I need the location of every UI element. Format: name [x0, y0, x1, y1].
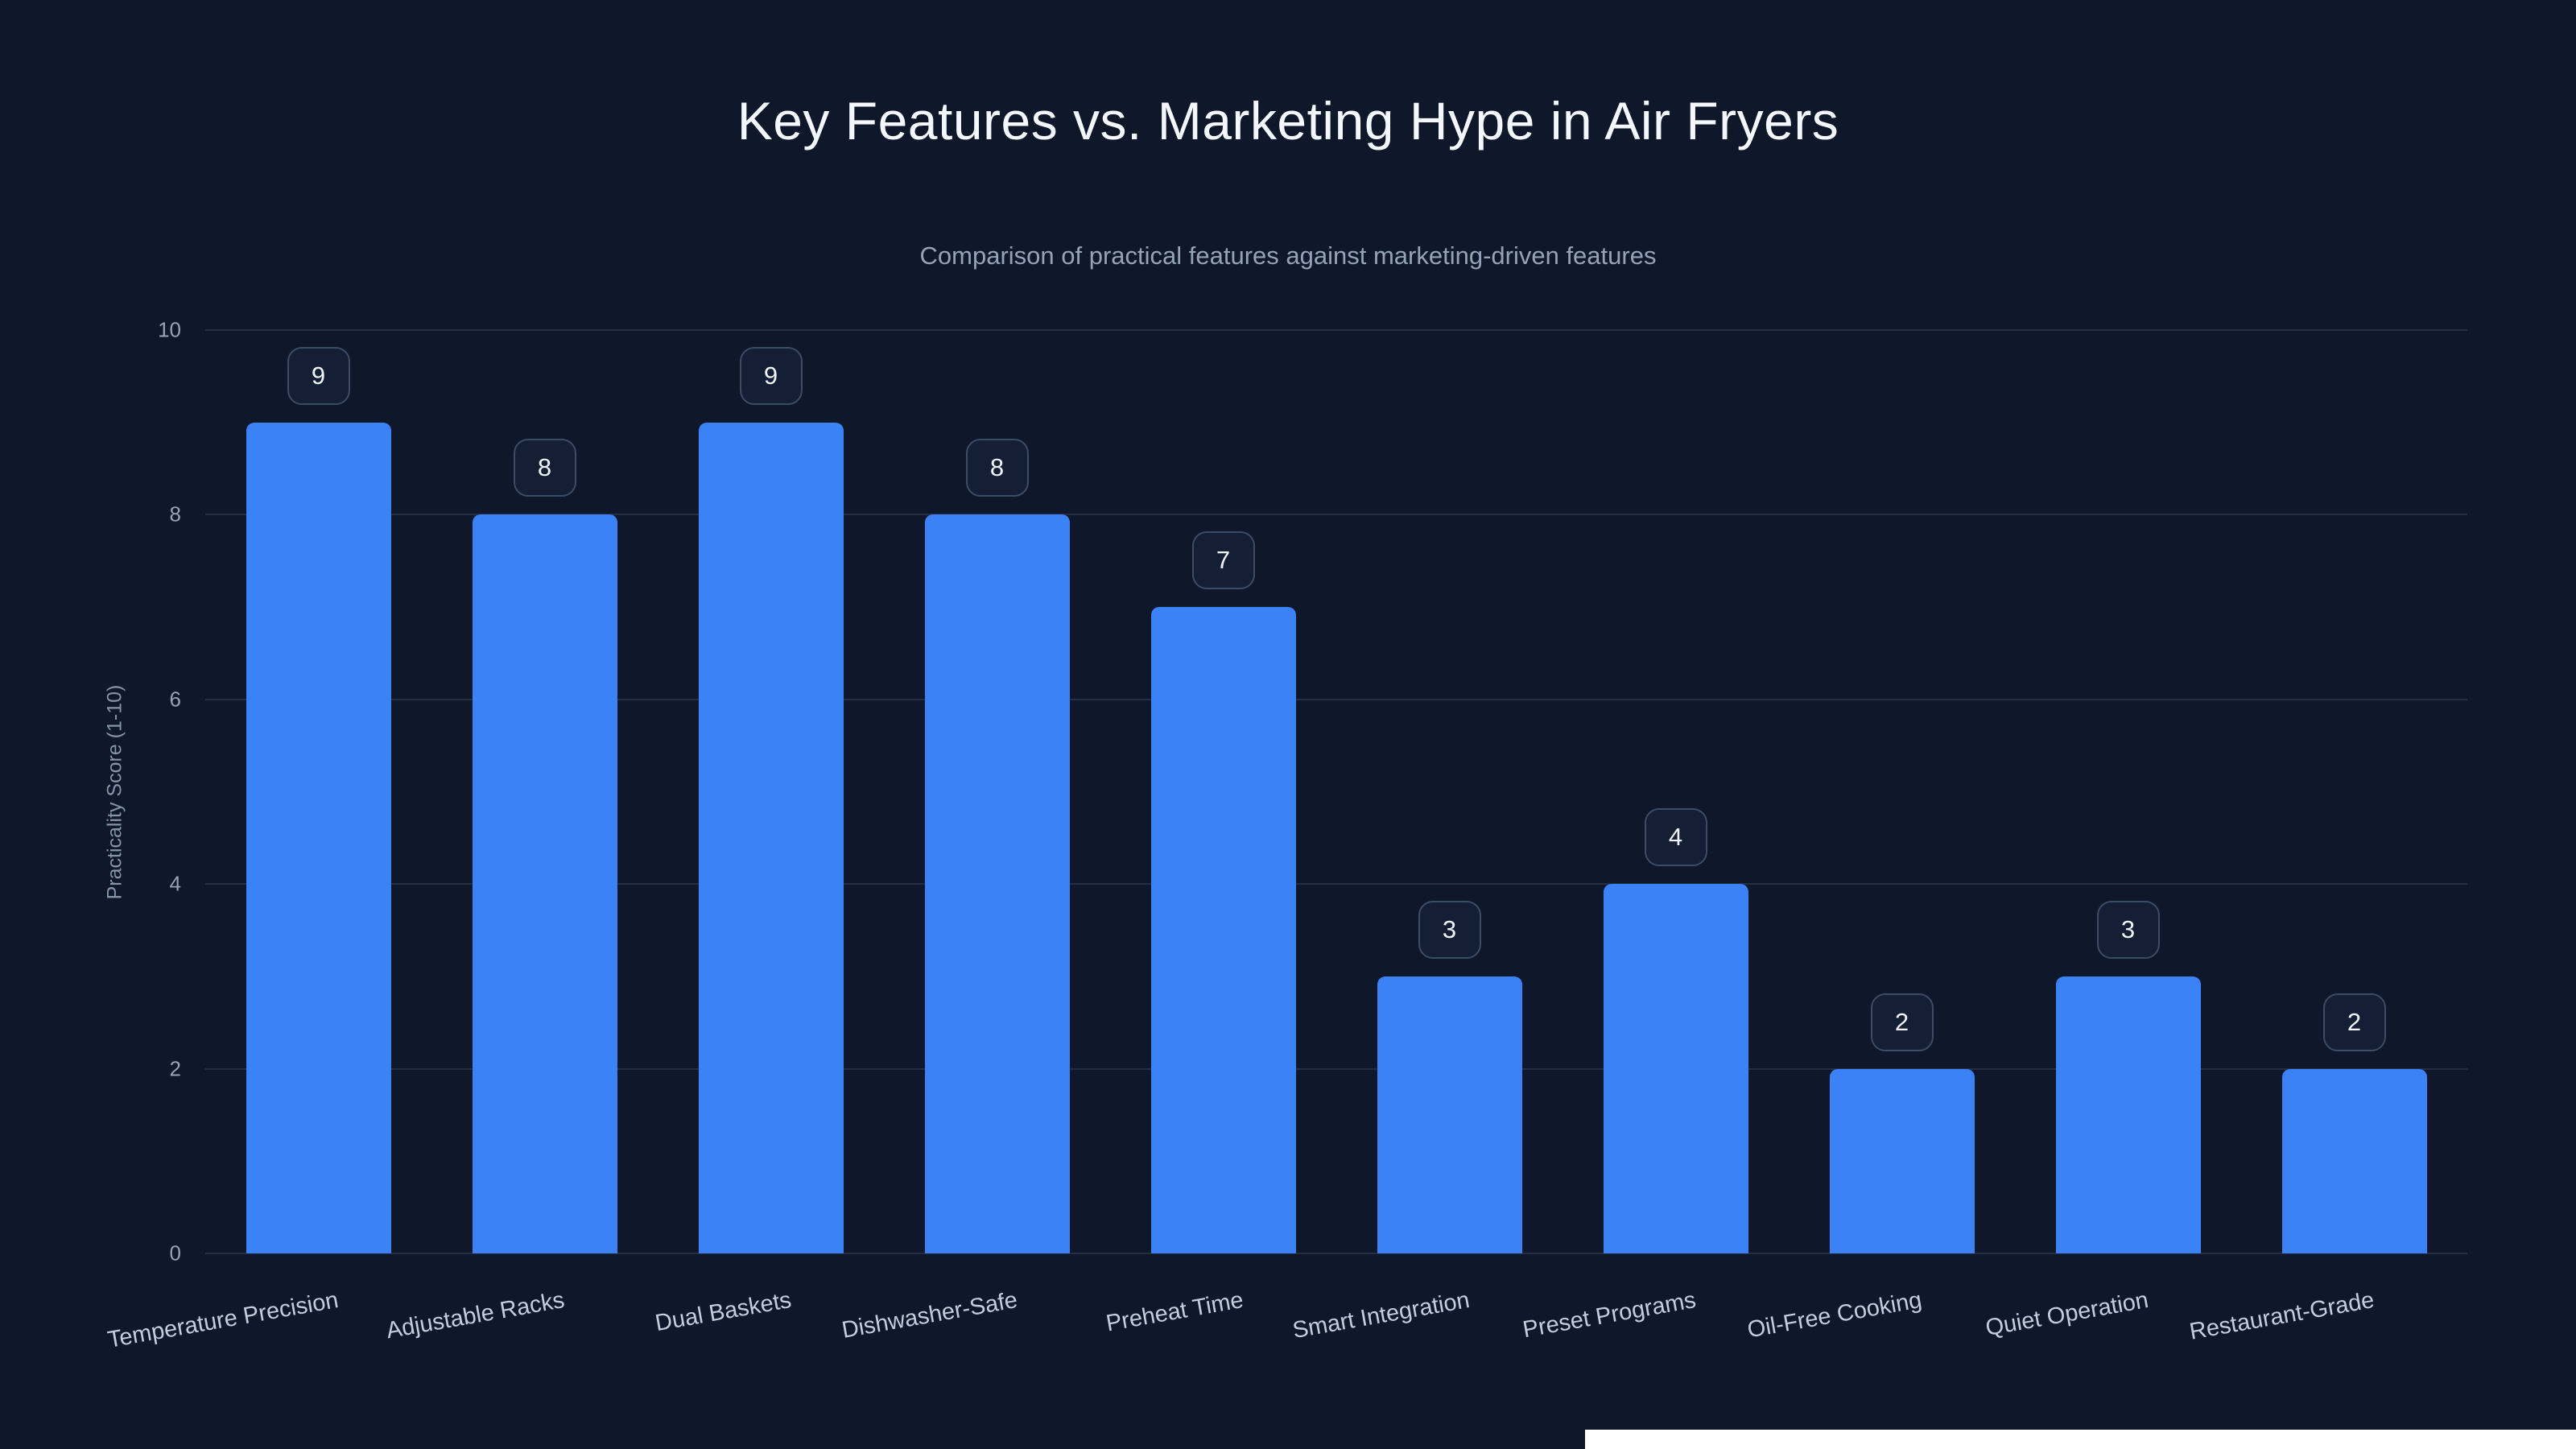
x-label-slot: Dishwasher-Safe	[840, 1253, 1110, 1398]
bars-row: 9 8 9 8 7 3 4 2 3 2	[205, 330, 2467, 1253]
plot-area: Practicality Score (1-10) 0 2 4 6 8 10 9 8 9 8 7 3 4…	[104, 318, 2467, 1265]
value-badge: 8	[513, 439, 576, 497]
y-tick-label: 10	[158, 317, 181, 342]
value-badge: 3	[1418, 900, 1481, 959]
bar: 2	[2281, 993, 2427, 1253]
bar-slot: 2	[2241, 330, 2467, 1253]
value-badge: 9	[739, 346, 803, 405]
bar: 4	[1603, 808, 1748, 1253]
value-badge: 9	[287, 346, 350, 405]
bar-slot: 8	[884, 330, 1110, 1253]
x-label-slot: Restaurant-Grade	[2188, 1253, 2467, 1398]
value-badge: 2	[2322, 993, 2386, 1051]
value-badge: 4	[1644, 808, 1707, 867]
bar-slot: 9	[658, 330, 884, 1253]
gridline	[205, 883, 2467, 886]
gridline	[205, 329, 2467, 331]
bar-slot: 9	[205, 330, 431, 1253]
bar: 8	[924, 439, 1070, 1253]
bar-slot: 2	[1789, 330, 2015, 1253]
bottom-white-strip	[1585, 1430, 2576, 1449]
bar: 3	[1377, 900, 1522, 1253]
y-axis-title: Practicality Score (1-10)	[103, 684, 126, 899]
value-badge: 3	[2096, 900, 2160, 959]
bar: 9	[246, 346, 391, 1253]
bar: 8	[472, 439, 617, 1253]
bar-slot: 4	[1563, 330, 1789, 1253]
x-axis-label: Dual Baskets	[653, 1287, 794, 1337]
bar-slot: 8	[431, 330, 658, 1253]
x-label-slot: Adjustable Racks	[385, 1253, 658, 1398]
bar: 7	[1150, 531, 1296, 1253]
bar: 3	[2055, 900, 2201, 1253]
bar-slot: 3	[1336, 330, 1563, 1253]
x-axis-labels: Temperature Precision Adjustable Racks Dua…	[106, 1253, 2467, 1398]
value-badge: 7	[1191, 531, 1255, 590]
bar: 2	[1829, 993, 1975, 1253]
x-axis-label: Preheat Time	[1104, 1287, 1246, 1337]
y-tick-label: 8	[169, 502, 181, 526]
bar-slot: 7	[1110, 330, 1336, 1253]
y-tick-label: 4	[169, 871, 181, 896]
y-tick-label: 2	[169, 1056, 181, 1081]
x-label-slot: Oil-Free Cooking	[1746, 1253, 2015, 1398]
gridline	[205, 1253, 2467, 1254]
value-badge: 8	[965, 439, 1029, 497]
bar: 9	[698, 346, 844, 1253]
gridline	[205, 1067, 2467, 1070]
y-tick-label: 0	[169, 1241, 181, 1265]
gridline	[205, 698, 2467, 700]
chart-title: Key Features vs. Marketing Hype in Air F…	[737, 91, 1839, 151]
y-tick-label: 6	[169, 687, 181, 712]
x-axis-label: Temperature Precision	[105, 1287, 341, 1353]
bar-slot: 3	[2015, 330, 2241, 1253]
chart-subtitle: Comparison of practical features against…	[919, 242, 1657, 270]
value-badge: 2	[1870, 993, 1934, 1051]
gridline	[205, 514, 2467, 516]
x-axis-labels-inner: Temperature Precision Adjustable Racks Dua…	[106, 1253, 2467, 1398]
